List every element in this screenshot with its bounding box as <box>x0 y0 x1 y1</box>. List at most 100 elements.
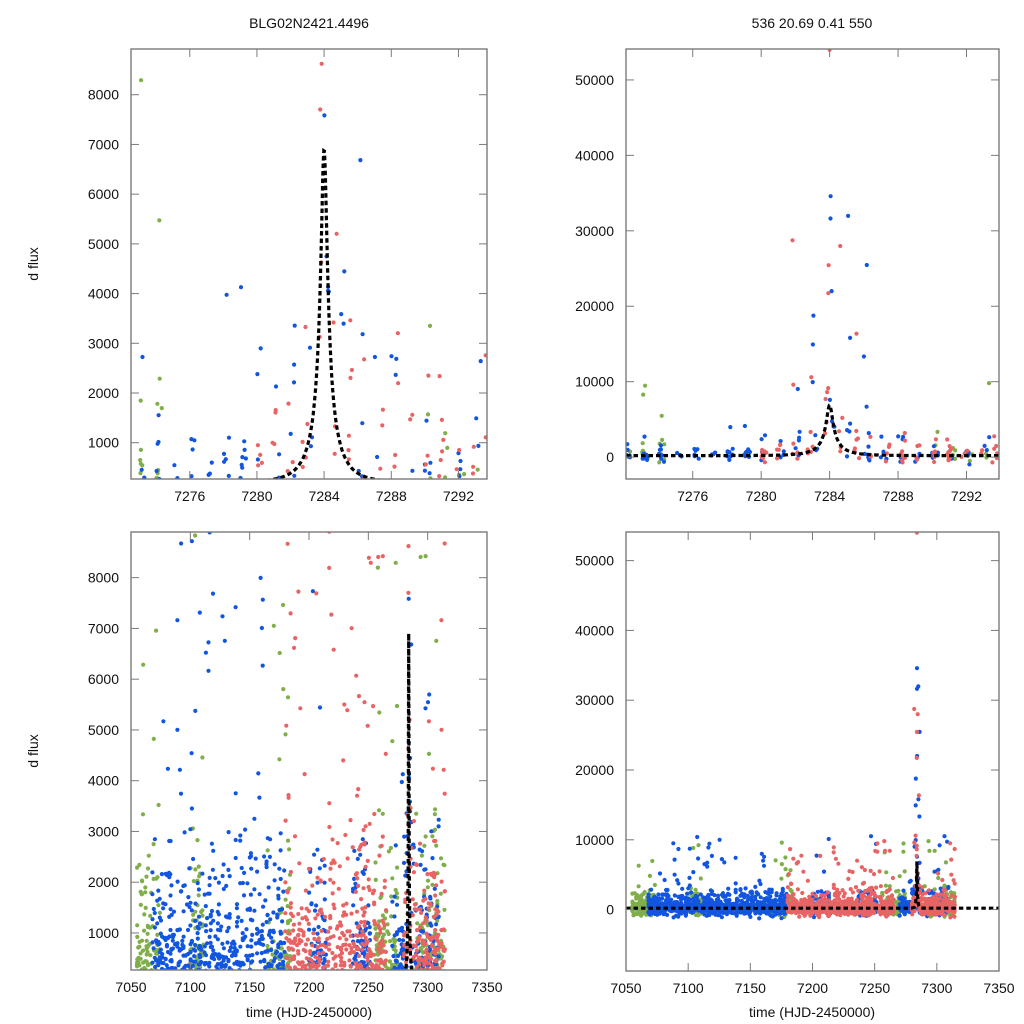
data-point-blue <box>312 974 316 978</box>
data-point-green <box>442 907 447 912</box>
data-point-blue <box>266 885 271 890</box>
data-point-blue <box>255 457 260 462</box>
data-point-red <box>410 913 415 918</box>
data-point-blue <box>193 942 198 948</box>
data-point-red <box>259 524 263 528</box>
data-point-red <box>297 861 302 866</box>
y-tick-label: 8000 <box>88 87 119 103</box>
data-point-blue <box>308 997 312 1001</box>
data-point-blue <box>207 964 212 969</box>
data-point-green <box>138 471 143 476</box>
data-point-red <box>352 995 356 999</box>
data-point-red <box>900 449 905 454</box>
data-point-blue <box>401 938 406 943</box>
data-point-red <box>335 996 339 1000</box>
data-point-green <box>198 1010 202 1014</box>
data-point-blue <box>206 972 210 976</box>
data-point-green <box>779 840 784 845</box>
data-point-red <box>290 460 295 465</box>
data-point-blue <box>864 262 869 268</box>
data-point-blue <box>195 931 200 936</box>
data-point-blue <box>154 988 158 992</box>
data-point-red <box>331 320 336 325</box>
data-point-green <box>434 638 439 644</box>
data-point-green <box>135 923 140 928</box>
data-point-red <box>421 921 426 926</box>
data-point-red <box>310 973 314 977</box>
data-point-blue <box>223 974 227 978</box>
data-point-blue <box>392 914 397 919</box>
data-point-blue <box>389 354 394 359</box>
x-tick-label: 7292 <box>951 488 982 504</box>
data-point-red <box>328 925 333 931</box>
data-point-green <box>266 989 270 993</box>
y-tick-label: 7000 <box>88 620 119 636</box>
data-point-blue <box>696 856 701 861</box>
data-point-blue <box>168 1020 172 1024</box>
data-point-blue <box>226 957 231 963</box>
data-point-blue <box>197 921 202 926</box>
data-point-blue <box>931 444 937 449</box>
data-point-blue <box>352 971 356 975</box>
data-point-blue <box>676 846 681 852</box>
data-point-green <box>144 938 149 943</box>
data-point-blue <box>273 987 277 991</box>
data-point-red <box>377 1008 381 1012</box>
data-point-blue <box>307 890 312 895</box>
data-point-blue <box>399 779 404 785</box>
data-point-blue <box>795 386 800 392</box>
data-point-blue <box>705 864 710 869</box>
data-point-red <box>308 951 313 956</box>
data-point-green <box>640 441 645 446</box>
data-point-blue <box>693 448 698 453</box>
data-point-red <box>288 901 294 906</box>
data-point-blue <box>719 915 725 920</box>
data-point-red <box>436 932 441 938</box>
data-point-blue <box>226 435 232 440</box>
data-point-red <box>373 921 378 926</box>
data-point-blue <box>322 863 327 868</box>
data-point-blue <box>159 1018 163 1022</box>
data-point-red <box>430 942 435 948</box>
data-point-green <box>425 878 431 883</box>
data-point-red <box>338 972 342 976</box>
data-point-red <box>900 460 905 465</box>
data-point-blue <box>241 971 245 975</box>
data-point-blue <box>238 475 243 479</box>
data-point-red <box>321 998 325 1002</box>
data-point-red <box>381 943 386 948</box>
data-point-blue <box>193 901 198 906</box>
data-point-blue <box>239 918 244 924</box>
data-point-blue <box>311 950 317 956</box>
data-point-blue <box>214 979 218 983</box>
data-point-blue <box>862 451 867 456</box>
data-point-blue <box>259 950 264 956</box>
data-point-green <box>270 988 274 992</box>
data-point-blue <box>355 939 361 944</box>
data-point-blue <box>156 963 161 968</box>
data-point-red <box>331 976 335 980</box>
data-point-blue <box>254 926 260 932</box>
data-point-blue <box>215 921 220 926</box>
data-point-blue <box>189 474 194 479</box>
data-point-blue <box>204 929 209 934</box>
data-point-red <box>947 448 953 453</box>
data-point-green <box>200 913 205 918</box>
data-point-green <box>200 755 205 760</box>
data-point-red <box>902 438 908 443</box>
data-point-red <box>382 878 387 883</box>
data-point-red <box>339 955 344 960</box>
data-point-blue <box>269 980 273 984</box>
data-point-red <box>838 449 843 454</box>
data-point-blue <box>206 479 210 483</box>
data-point-green <box>636 863 641 868</box>
data-point-blue <box>672 893 677 898</box>
data-point-blue <box>226 830 231 835</box>
data-point-green <box>158 986 162 990</box>
data-point-red <box>430 1015 434 1019</box>
data-point-red <box>369 501 373 505</box>
data-point-red <box>365 723 370 728</box>
data-point-red <box>306 995 310 999</box>
data-point-red <box>316 936 321 941</box>
data-point-red <box>306 909 311 914</box>
